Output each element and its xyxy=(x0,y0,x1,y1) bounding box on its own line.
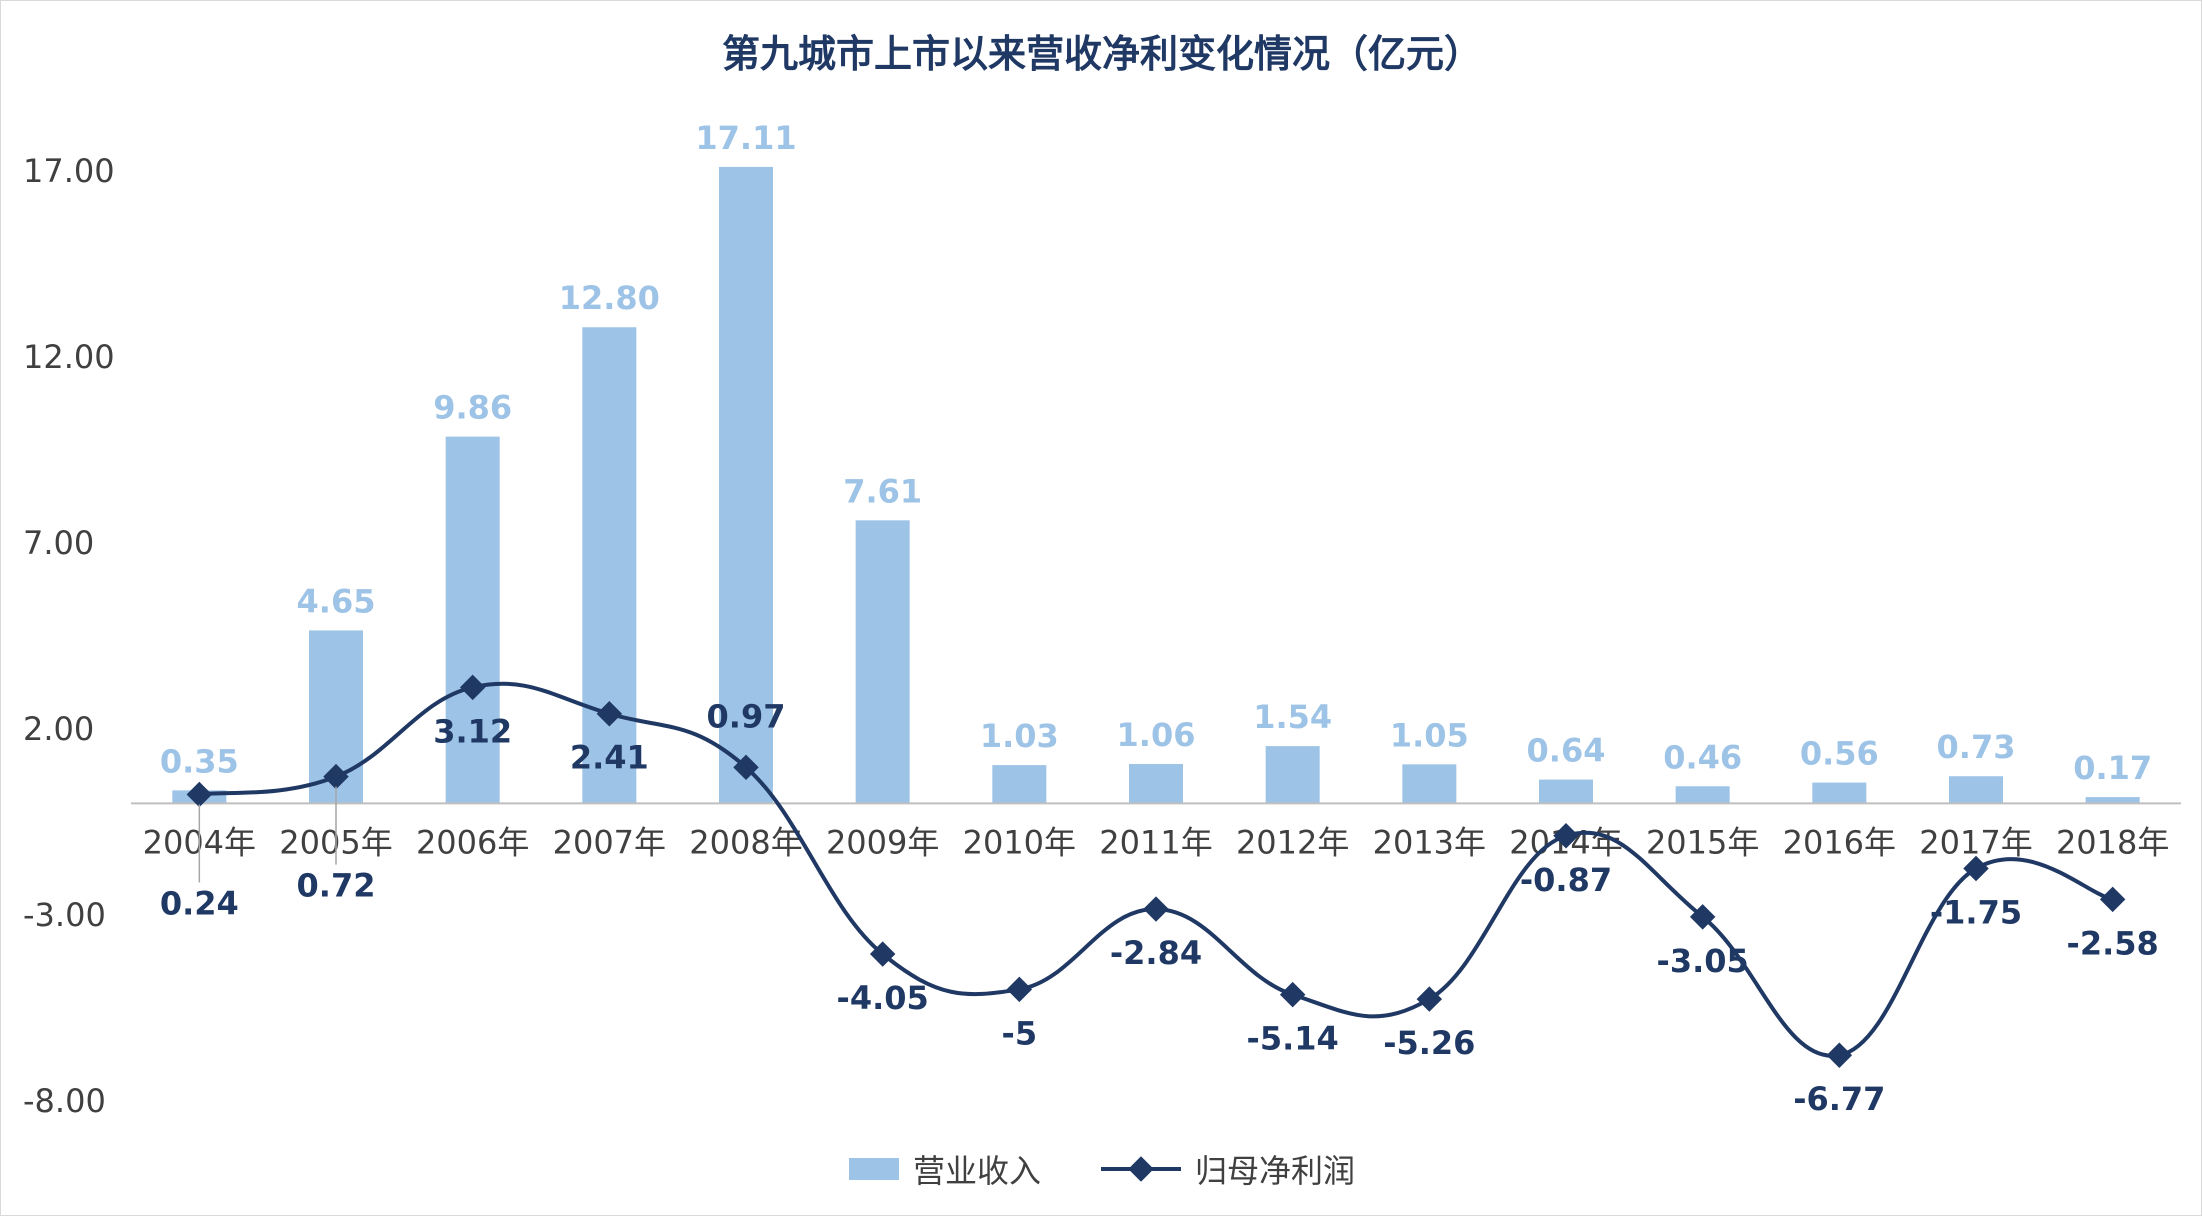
line-data-label: 0.97 xyxy=(707,697,786,735)
line-marker xyxy=(1826,1042,1853,1068)
legend-item-net-profit: 归母净利润 xyxy=(1101,1146,1355,1192)
x-tick-label: 2018年 xyxy=(2056,823,2169,861)
legend-swatch-line xyxy=(1101,1156,1181,1182)
line-data-label: 0.24 xyxy=(160,884,239,922)
bar xyxy=(1129,763,1183,804)
bar xyxy=(1812,782,1867,804)
line-data-label: -3.05 xyxy=(1657,942,1749,980)
line-marker xyxy=(596,701,623,727)
bar xyxy=(445,436,500,804)
line-marker xyxy=(323,763,349,790)
line-marker xyxy=(1279,981,1306,1008)
bar xyxy=(1265,746,1320,804)
bar-data-label: 0.35 xyxy=(160,742,239,780)
x-tick-label: 2009年 xyxy=(826,823,939,861)
bar-data-label: 1.54 xyxy=(1253,698,1332,736)
legend: 营业收入 归母净利润 xyxy=(1,1146,2202,1192)
line-data-label: -4.05 xyxy=(837,979,929,1017)
bar-data-label: 1.05 xyxy=(1390,716,1469,754)
bar xyxy=(1949,776,2003,804)
line-data-label: -0.87 xyxy=(1520,861,1612,899)
y-tick-label: -8.00 xyxy=(23,1082,106,1120)
line-marker xyxy=(459,674,486,701)
y-tick-label: -3.00 xyxy=(23,896,106,934)
bar-data-label: 17.11 xyxy=(695,119,796,157)
line-data-label: -1.75 xyxy=(1930,894,2022,932)
bar xyxy=(2085,797,2140,804)
legend-label-revenue: 营业收入 xyxy=(912,1152,1041,1190)
bar xyxy=(719,166,773,804)
bar-data-label: 0.56 xyxy=(1800,735,1879,773)
bar xyxy=(1539,779,1593,804)
bar-data-label: 0.73 xyxy=(1937,728,2016,766)
y-tick-label: 7.00 xyxy=(23,524,94,562)
y-tick-label: 17.00 xyxy=(23,152,115,190)
line-marker xyxy=(1006,976,1033,1003)
line-data-label: -2.84 xyxy=(1110,934,1202,972)
bar-data-label: 0.46 xyxy=(1663,738,1742,776)
bar-data-label: 4.65 xyxy=(297,582,376,620)
line-marker xyxy=(1143,896,1169,922)
bar xyxy=(1675,786,1730,804)
bar-data-label: 0.64 xyxy=(1527,732,1606,770)
bar xyxy=(582,327,637,804)
x-tick-label: 2008年 xyxy=(689,823,802,861)
line-data-label: 3.12 xyxy=(433,712,512,750)
line-data-label: 0.72 xyxy=(297,867,376,905)
bar-data-label: 7.61 xyxy=(843,472,922,510)
line-marker xyxy=(733,754,759,781)
y-tick-label: 12.00 xyxy=(23,338,115,376)
x-tick-label: 2016年 xyxy=(1783,823,1896,861)
line-data-label: -5 xyxy=(1002,1014,1038,1052)
x-tick-label: 2013年 xyxy=(1373,823,1486,861)
line-data-label: -5.14 xyxy=(1247,1020,1339,1058)
line-marker xyxy=(2099,886,2126,913)
legend-item-revenue: 营业收入 xyxy=(848,1146,1041,1192)
line-data-label: -2.58 xyxy=(2067,924,2159,962)
bar-data-label: 1.03 xyxy=(980,717,1059,755)
x-tick-label: 2017年 xyxy=(1919,823,2032,861)
x-tick-label: 2012年 xyxy=(1236,823,1349,861)
y-tick-label: 2.00 xyxy=(23,710,94,748)
line-data-label: -5.26 xyxy=(1383,1024,1475,1062)
bar xyxy=(855,520,910,804)
bar xyxy=(992,765,1047,804)
bar-data-label: 1.06 xyxy=(1117,716,1196,754)
line-marker xyxy=(1416,986,1443,1012)
bar-data-label: 0.17 xyxy=(2073,749,2152,787)
chart-title: 第九城市上市以来营收净利变化情况（亿元） xyxy=(721,32,1482,76)
legend-swatch-bar xyxy=(848,1158,899,1180)
line-data-label: 2.41 xyxy=(570,739,649,777)
line-series-path xyxy=(199,681,2114,1058)
legend-label-net-profit: 归母净利润 xyxy=(1195,1152,1356,1190)
x-tick-label: 2010年 xyxy=(963,823,1076,861)
bar-data-label: 9.86 xyxy=(433,389,512,427)
x-tick-label: 2007年 xyxy=(553,823,666,861)
x-tick-label: 2011年 xyxy=(1099,823,1212,861)
line-marker xyxy=(186,781,213,808)
line-data-label: -6.77 xyxy=(1793,1080,1885,1118)
x-tick-label: 2006年 xyxy=(416,823,529,861)
bar-data-label: 12.80 xyxy=(559,279,660,317)
x-tick-label: 2015年 xyxy=(1646,823,1759,861)
bar xyxy=(1402,764,1457,804)
line-marker xyxy=(869,941,896,967)
